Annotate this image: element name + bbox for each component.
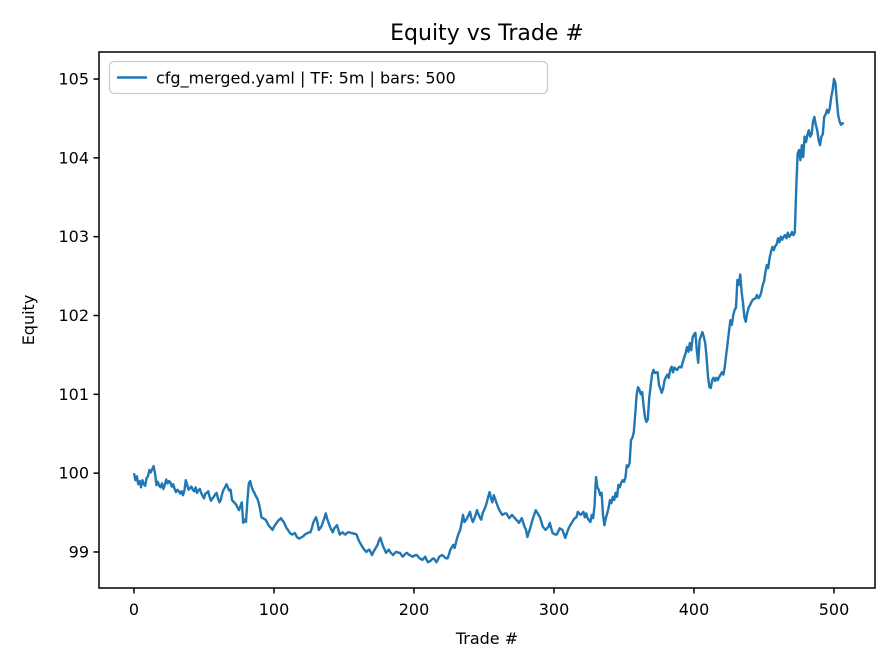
legend-frame	[108, 60, 549, 95]
series-group	[132, 77, 845, 564]
chart-title: Equity vs Trade #	[390, 21, 584, 46]
x-axis-ticks: 0 100 200 300 400 500	[129, 588, 849, 619]
x-tick-label: 200	[399, 600, 430, 619]
legend-entry-label: cfg_merged.yaml | TF: 5m | bars: 500	[156, 69, 456, 89]
x-tick-label: 100	[259, 600, 290, 619]
y-tick-label: 102	[58, 306, 89, 325]
equity-series-line	[132, 77, 845, 564]
y-axis-ticks: 99 100 101 102 103 104 105	[58, 70, 99, 561]
legend: cfg_merged.yaml | TF: 5m | bars: 500	[108, 60, 549, 95]
y-tick-label: 105	[58, 70, 89, 89]
x-tick-label: 0	[129, 600, 139, 619]
x-axis-label: Trade #	[455, 629, 518, 648]
plot-frame	[98, 51, 876, 589]
x-tick-label: 400	[679, 600, 710, 619]
y-tick-label: 104	[58, 148, 89, 167]
y-axis-label: Equity	[19, 295, 38, 346]
y-tick-label: 103	[58, 227, 89, 246]
y-tick-label: 101	[58, 385, 89, 404]
y-tick-label: 100	[58, 464, 89, 483]
x-tick-label: 300	[539, 600, 570, 619]
x-tick-label: 500	[819, 600, 850, 619]
y-tick-label: 99	[69, 542, 89, 561]
